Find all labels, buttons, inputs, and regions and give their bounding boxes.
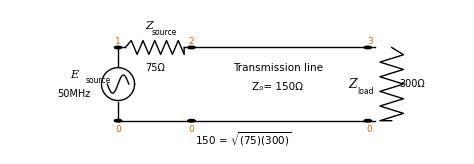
Text: Z: Z [146,21,153,31]
Text: 0: 0 [367,125,373,134]
Text: 3: 3 [367,37,373,46]
Text: 0: 0 [115,125,121,134]
Text: source: source [86,76,111,85]
Text: 300Ω: 300Ω [399,79,425,89]
Text: 2: 2 [189,37,194,46]
Text: 150 = $\sqrt{(75)(300)}$: 150 = $\sqrt{(75)(300)}$ [195,130,291,148]
Text: Z: Z [349,78,357,91]
Text: 50MHz: 50MHz [57,89,91,99]
Text: Z₀= 150Ω: Z₀= 150Ω [252,82,303,92]
Circle shape [114,46,122,49]
Circle shape [364,119,372,122]
Circle shape [188,119,195,122]
Circle shape [188,46,195,49]
Text: 1: 1 [115,37,121,46]
Circle shape [114,119,122,122]
Text: 75Ω: 75Ω [145,63,164,73]
Text: source: source [151,28,177,37]
Text: load: load [358,87,374,96]
Text: E: E [70,70,78,80]
Text: Transmission line: Transmission line [233,63,323,73]
Circle shape [364,46,372,49]
Text: 0: 0 [189,125,194,134]
